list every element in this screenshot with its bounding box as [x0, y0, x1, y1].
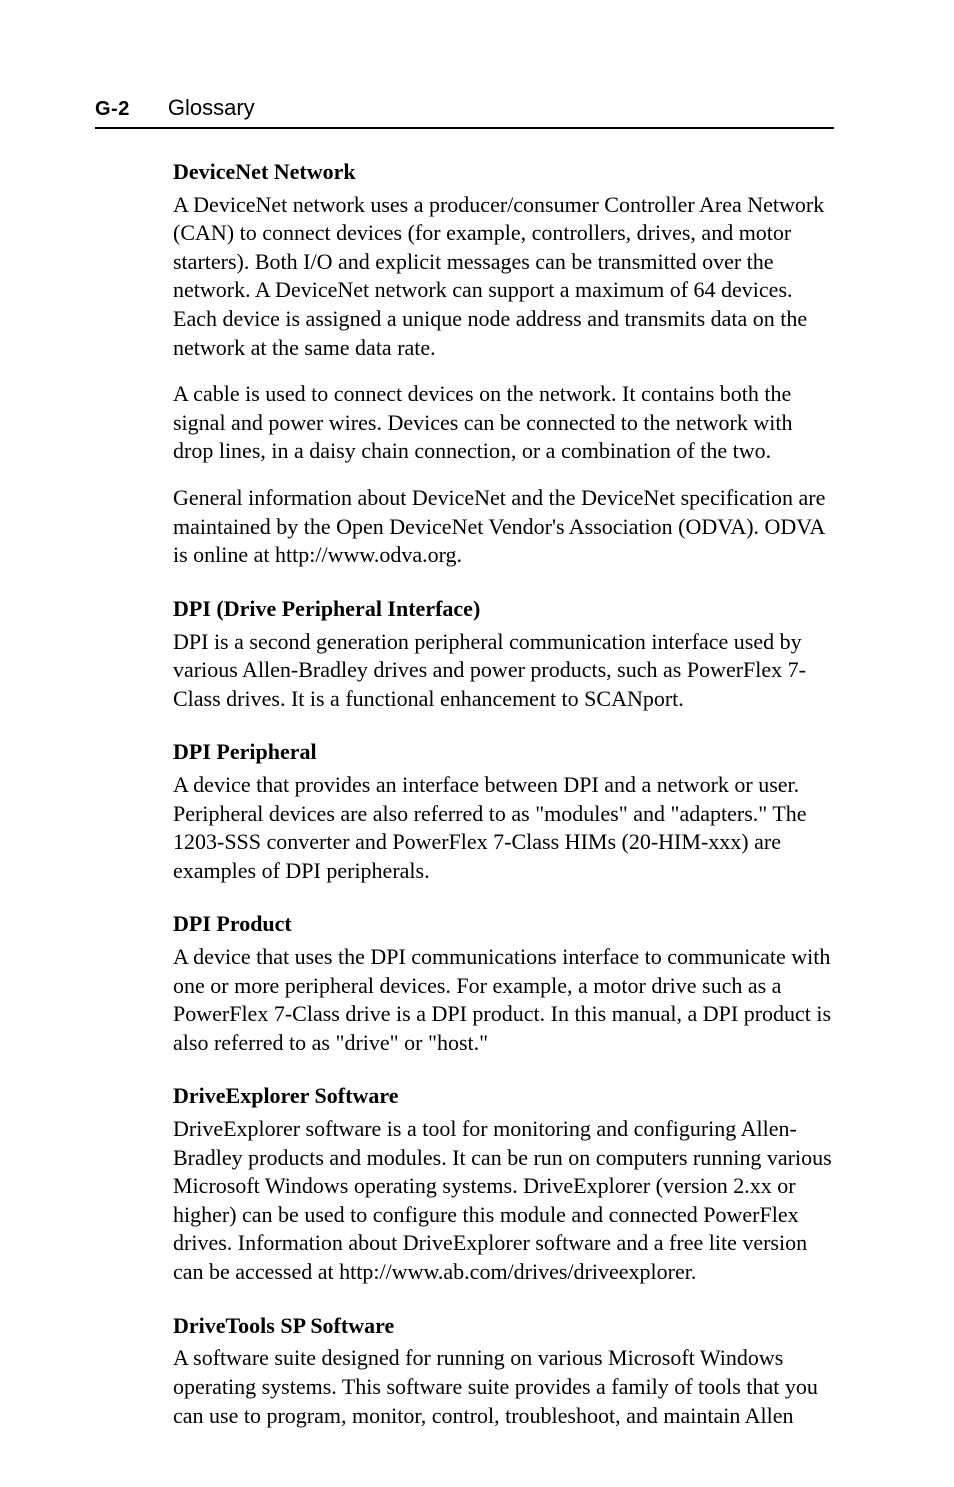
glossary-definition: A device that uses the DPI communication… [173, 943, 834, 1057]
glossary-term: DriveTools SP Software [173, 1311, 834, 1341]
page: G-2 Glossary DeviceNet Network A DeviceN… [0, 0, 954, 1487]
glossary-definition: DPI is a second generation peripheral co… [173, 628, 834, 714]
glossary-term: DPI Peripheral [173, 737, 834, 767]
glossary-definition: DriveExplorer software is a tool for mon… [173, 1115, 834, 1287]
glossary-definition: A DeviceNet network uses a producer/cons… [173, 191, 834, 363]
glossary-body: DeviceNet Network A DeviceNet network us… [173, 157, 834, 1430]
glossary-term: DriveExplorer Software [173, 1081, 834, 1111]
glossary-definition: A software suite designed for running on… [173, 1344, 834, 1430]
glossary-definition: A cable is used to connect devices on th… [173, 380, 834, 466]
glossary-term: DPI Product [173, 909, 834, 939]
page-number: G-2 [95, 98, 130, 121]
glossary-term: DeviceNet Network [173, 157, 834, 187]
section-title: Glossary [168, 95, 255, 121]
page-header: G-2 Glossary [95, 95, 834, 129]
glossary-term: DPI (Drive Peripheral Interface) [173, 594, 834, 624]
glossary-definition: A device that provides an interface betw… [173, 771, 834, 885]
glossary-definition: General information about DeviceNet and … [173, 484, 834, 570]
